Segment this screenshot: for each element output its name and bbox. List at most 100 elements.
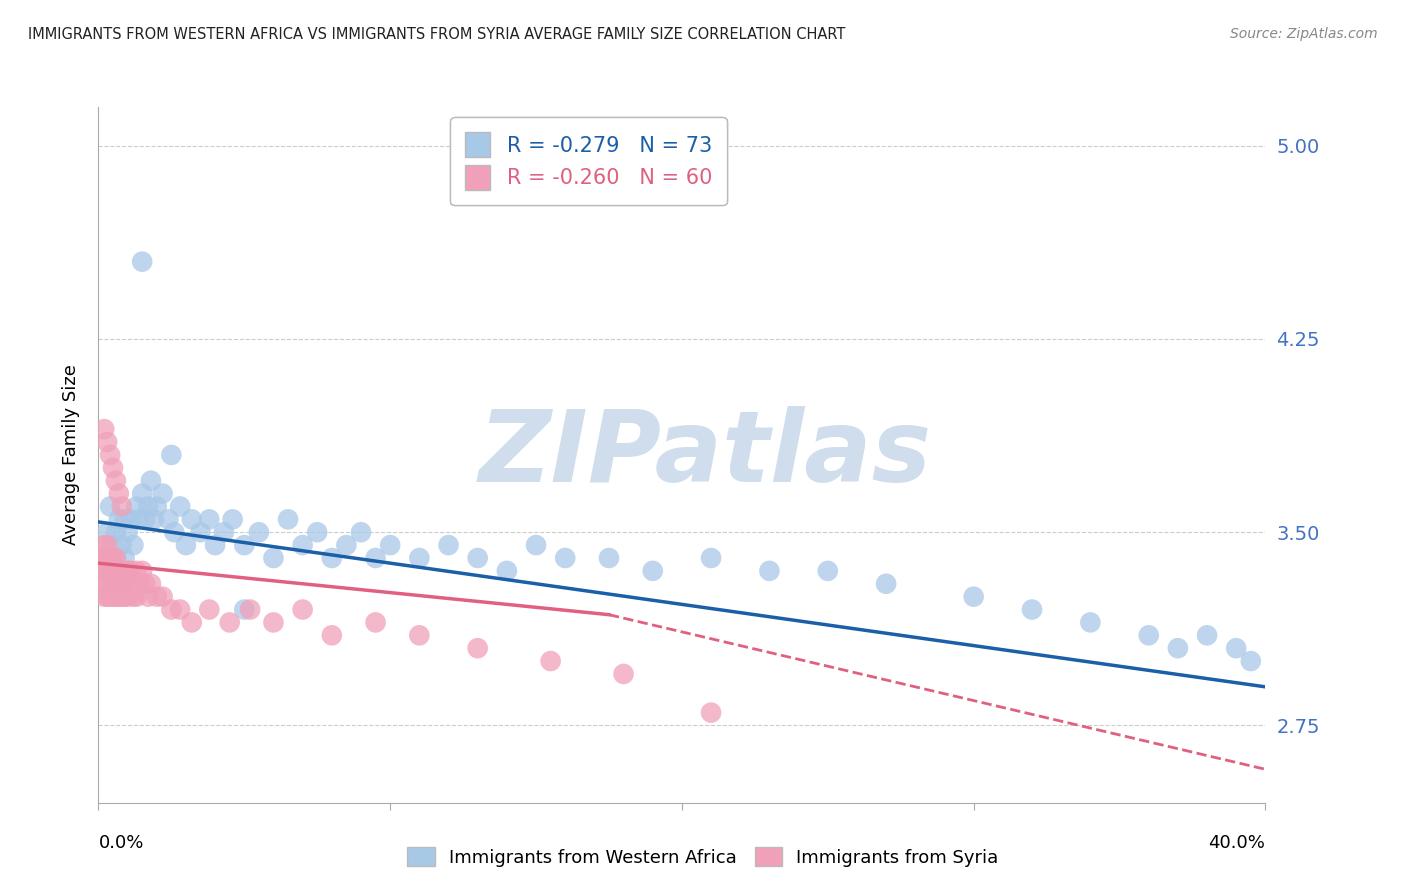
Point	[101, 551, 124, 566]
Point	[114, 551, 136, 566]
Legend: R = -0.279   N = 73, R = -0.260   N = 60: R = -0.279 N = 73, R = -0.260 N = 60	[450, 118, 727, 205]
Point	[467, 551, 489, 566]
Point	[117, 590, 139, 604]
Point	[96, 551, 118, 566]
Point	[101, 576, 124, 591]
Point	[111, 564, 134, 578]
Point	[98, 500, 121, 514]
Point	[114, 590, 136, 604]
Point	[96, 564, 118, 578]
Point	[1167, 641, 1189, 656]
Point	[160, 448, 183, 462]
Point	[104, 564, 127, 578]
Text: Source: ZipAtlas.com: Source: ZipAtlas.com	[1230, 27, 1378, 41]
Point	[104, 551, 127, 566]
Point	[96, 590, 118, 604]
Point	[120, 512, 142, 526]
Point	[101, 538, 124, 552]
Point	[198, 602, 221, 616]
Point	[524, 538, 547, 552]
Point	[495, 564, 517, 578]
Point	[93, 564, 115, 578]
Point	[128, 576, 150, 591]
Point	[120, 576, 142, 591]
Point	[125, 590, 148, 604]
Point	[180, 512, 202, 526]
Point	[98, 448, 121, 462]
Point	[169, 602, 191, 616]
Point	[93, 590, 115, 604]
Point	[700, 706, 723, 720]
Point	[96, 551, 118, 566]
Point	[134, 512, 156, 526]
Point	[875, 576, 897, 591]
Point	[437, 538, 460, 552]
Point	[198, 512, 221, 526]
Point	[101, 590, 124, 604]
Point	[108, 576, 131, 591]
Point	[98, 564, 121, 578]
Point	[108, 564, 131, 578]
Point	[96, 435, 118, 450]
Point	[350, 525, 373, 540]
Point	[117, 525, 139, 540]
Point	[221, 512, 243, 526]
Point	[136, 590, 159, 604]
Point	[96, 525, 118, 540]
Point	[212, 525, 235, 540]
Point	[93, 576, 115, 591]
Point	[554, 551, 576, 566]
Point	[104, 576, 127, 591]
Point	[160, 602, 183, 616]
Point	[1195, 628, 1218, 642]
Point	[98, 551, 121, 566]
Point	[169, 500, 191, 514]
Point	[101, 576, 124, 591]
Point	[174, 538, 197, 552]
Point	[117, 564, 139, 578]
Point	[101, 564, 124, 578]
Point	[152, 590, 174, 604]
Point	[90, 576, 112, 591]
Point	[612, 667, 634, 681]
Point	[146, 590, 169, 604]
Point	[817, 564, 839, 578]
Point	[98, 590, 121, 604]
Point	[1021, 602, 1043, 616]
Point	[114, 512, 136, 526]
Point	[131, 486, 153, 500]
Text: 0.0%: 0.0%	[98, 834, 143, 852]
Point	[408, 628, 430, 642]
Point	[247, 525, 270, 540]
Point	[108, 512, 131, 526]
Point	[117, 564, 139, 578]
Point	[131, 564, 153, 578]
Point	[239, 602, 262, 616]
Point	[134, 576, 156, 591]
Point	[101, 460, 124, 475]
Point	[364, 551, 387, 566]
Point	[204, 538, 226, 552]
Point	[233, 602, 256, 616]
Point	[277, 512, 299, 526]
Point	[408, 551, 430, 566]
Point	[233, 538, 256, 552]
Point	[152, 486, 174, 500]
Legend: Immigrants from Western Africa, Immigrants from Syria: Immigrants from Western Africa, Immigran…	[401, 840, 1005, 874]
Point	[218, 615, 240, 630]
Point	[111, 576, 134, 591]
Point	[122, 590, 145, 604]
Point	[262, 615, 284, 630]
Point	[125, 500, 148, 514]
Point	[190, 525, 212, 540]
Point	[128, 512, 150, 526]
Point	[111, 500, 134, 514]
Point	[98, 564, 121, 578]
Point	[1080, 615, 1102, 630]
Point	[962, 590, 984, 604]
Point	[163, 525, 186, 540]
Point	[758, 564, 780, 578]
Point	[335, 538, 357, 552]
Point	[104, 474, 127, 488]
Point	[467, 641, 489, 656]
